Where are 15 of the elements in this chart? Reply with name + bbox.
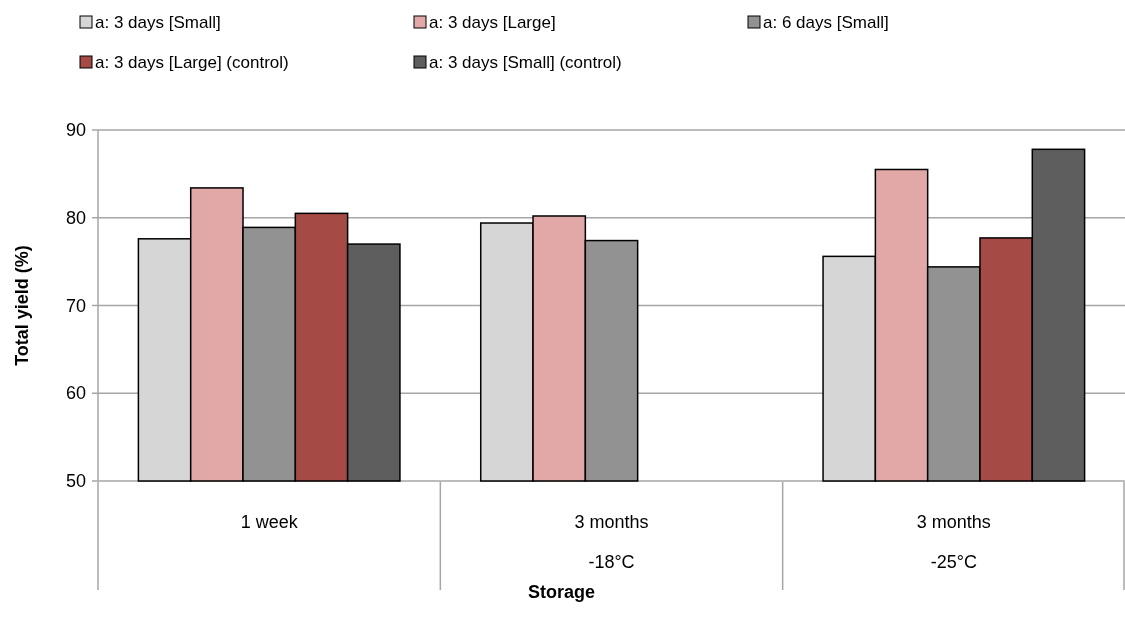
y-tick-label: 80 xyxy=(65,207,86,228)
legend-label: a: 6 days [Small] xyxy=(763,12,889,32)
legend-label: a: 3 days [Small] (control) xyxy=(429,52,622,72)
y-tick-label: 60 xyxy=(65,383,86,404)
y-tick-label: 90 xyxy=(65,120,86,140)
y-tick-label: 50 xyxy=(65,471,86,491)
x-tick-label: 3 months -18°C xyxy=(574,512,649,572)
legend-label: a: 3 days [Large] xyxy=(429,12,556,32)
x-tick-label: 1 week xyxy=(240,512,299,532)
y-tick-label: 70 xyxy=(65,295,86,316)
x-axis-title: Storage xyxy=(527,582,596,602)
legend-label: a: 3 days [Large] (control) xyxy=(95,52,289,72)
legend-label: a: 3 days [Small] xyxy=(95,12,221,32)
x-tick-label: 3 months -25°C xyxy=(916,512,991,572)
y-axis-title: Total yield (%) xyxy=(12,245,32,366)
